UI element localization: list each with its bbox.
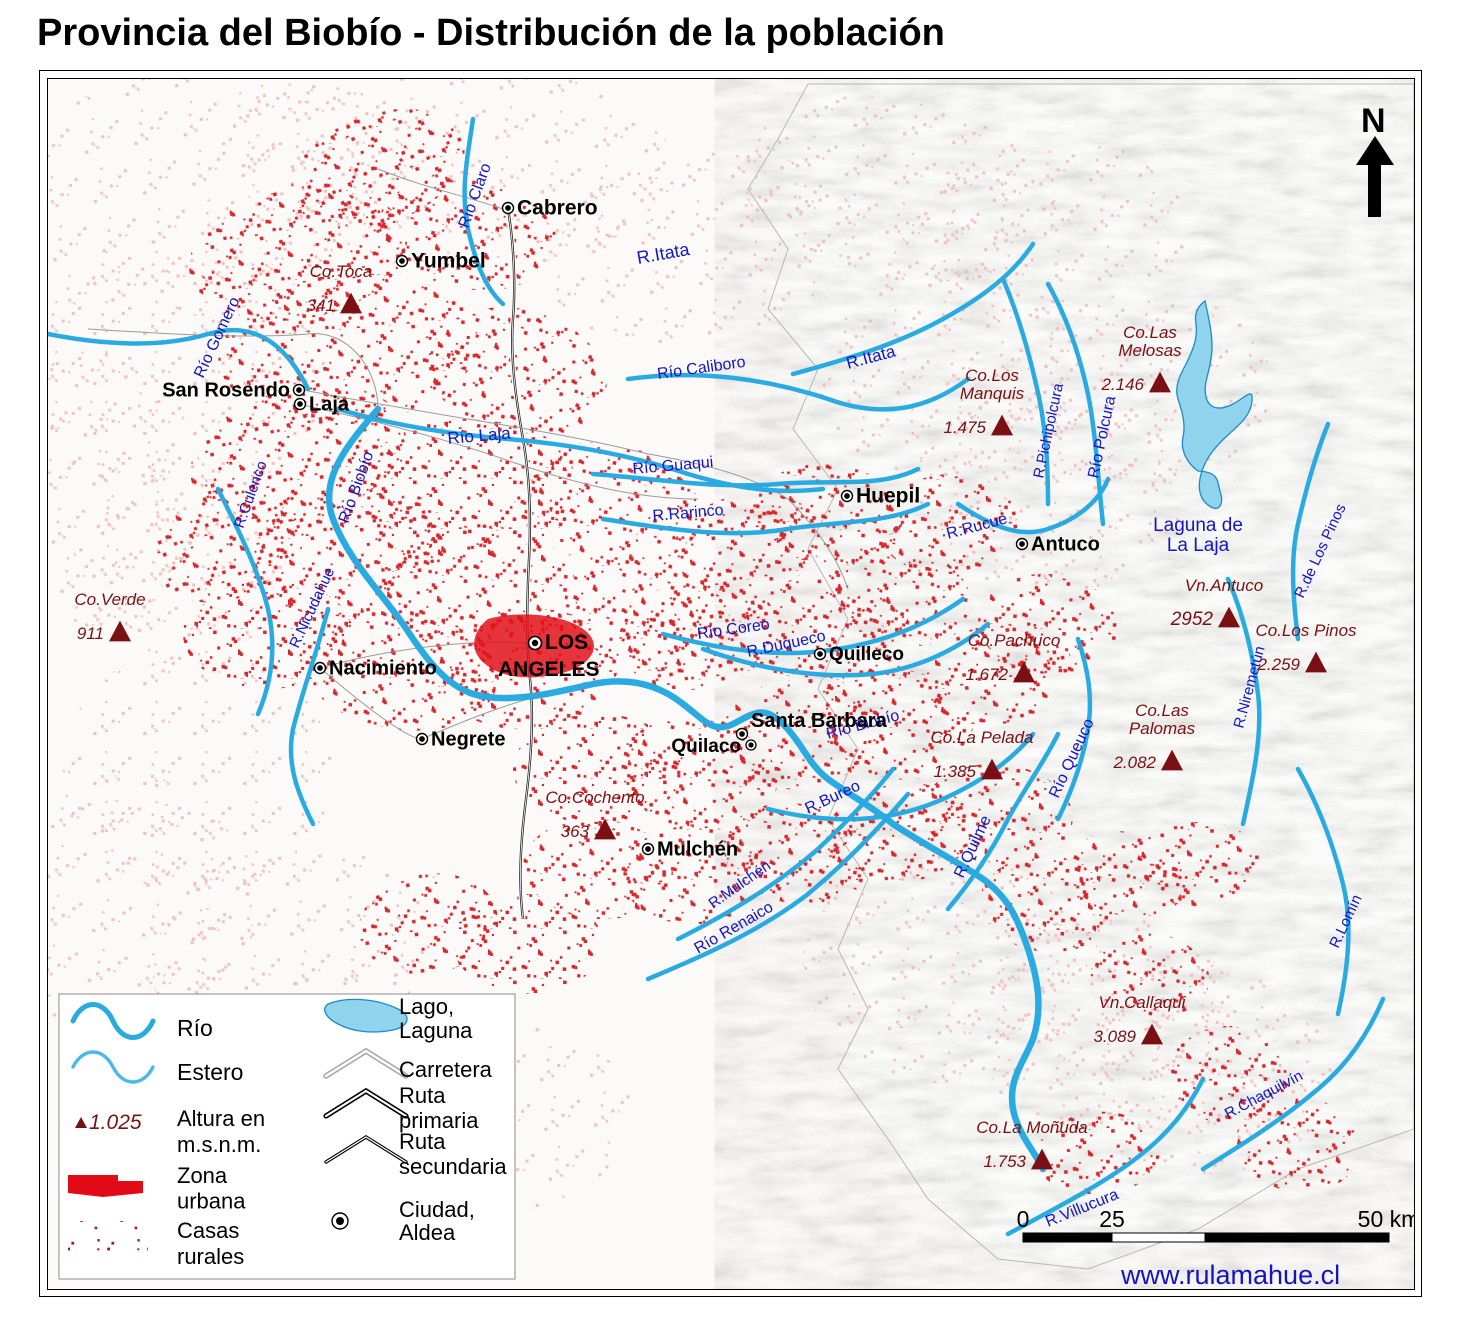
svg-text:Lago,: Lago, bbox=[399, 994, 454, 1019]
svg-text:Cabrero: Cabrero bbox=[517, 197, 598, 220]
svg-text:Ruta: Ruta bbox=[399, 1083, 446, 1108]
svg-text:Manquis: Manquis bbox=[960, 384, 1025, 403]
svg-text:2.259: 2.259 bbox=[1256, 655, 1300, 674]
svg-text:rurales: rurales bbox=[177, 1244, 244, 1269]
svg-text:Casas: Casas bbox=[177, 1218, 239, 1243]
svg-text:ANGELES: ANGELES bbox=[498, 658, 600, 681]
svg-text:Negrete: Negrete bbox=[431, 728, 505, 750]
svg-text:2.146: 2.146 bbox=[1100, 375, 1144, 394]
svg-text:Laja: Laja bbox=[309, 393, 350, 415]
svg-text:1.385: 1.385 bbox=[933, 762, 976, 781]
svg-text:Carretera: Carretera bbox=[399, 1057, 493, 1082]
svg-text:Yumbel: Yumbel bbox=[411, 250, 486, 273]
svg-text:341: 341 bbox=[307, 296, 335, 315]
svg-text:1.753: 1.753 bbox=[983, 1152, 1026, 1171]
svg-text:Co.Los: Co.Los bbox=[965, 366, 1019, 385]
svg-text:0: 0 bbox=[1017, 1206, 1030, 1232]
svg-text:Aldea: Aldea bbox=[399, 1220, 456, 1245]
svg-text:Ruta: Ruta bbox=[399, 1129, 446, 1154]
svg-text:Laguna de: Laguna de bbox=[1153, 515, 1243, 536]
svg-text:N: N bbox=[1361, 102, 1386, 140]
svg-text:Co.Las: Co.Las bbox=[1123, 323, 1177, 342]
svg-text:Altura en: Altura en bbox=[177, 1106, 265, 1131]
svg-text:secundaria: secundaria bbox=[399, 1154, 507, 1179]
svg-text:Huepil: Huepil bbox=[856, 485, 920, 508]
svg-text:Río: Río bbox=[177, 1015, 213, 1041]
svg-text:Antuco: Antuco bbox=[1031, 533, 1100, 555]
svg-text:Co.La Moñuda: Co.La Moñuda bbox=[976, 1118, 1088, 1137]
svg-text:Co.Cochento: Co.Cochento bbox=[545, 788, 644, 807]
svg-text:Mulchén: Mulchén bbox=[657, 838, 738, 860]
svg-text:1.475: 1.475 bbox=[943, 418, 986, 437]
svg-text:911: 911 bbox=[77, 624, 104, 643]
svg-text:Co.Pachuco: Co.Pachuco bbox=[968, 631, 1061, 650]
svg-text:2.082: 2.082 bbox=[1112, 753, 1156, 772]
svg-text:Zona: Zona bbox=[177, 1163, 228, 1188]
svg-text:1.672: 1.672 bbox=[965, 665, 1008, 684]
svg-text:LOS: LOS bbox=[545, 631, 588, 654]
svg-text:3.089: 3.089 bbox=[1093, 1027, 1136, 1046]
svg-text:Ciudad,: Ciudad, bbox=[399, 1197, 475, 1222]
svg-text:Co.Las: Co.Las bbox=[1135, 701, 1189, 720]
svg-text:www.rulamahue.cl: www.rulamahue.cl bbox=[1120, 1260, 1340, 1289]
svg-text:1.025: 1.025 bbox=[89, 1111, 142, 1134]
svg-text:50 km: 50 km bbox=[1358, 1206, 1414, 1232]
svg-text:363: 363 bbox=[561, 822, 590, 841]
svg-text:m.s.n.m.: m.s.n.m. bbox=[177, 1132, 261, 1157]
svg-text:Laguna: Laguna bbox=[399, 1018, 473, 1043]
svg-text:San Rosendo: San Rosendo bbox=[162, 379, 290, 401]
svg-text:Melosas: Melosas bbox=[1118, 341, 1182, 360]
svg-text:urbana: urbana bbox=[177, 1189, 246, 1214]
svg-text:Co.Toca: Co.Toca bbox=[310, 262, 373, 281]
svg-text:Co.La Pelada: Co.La Pelada bbox=[930, 728, 1033, 747]
svg-text:Co.Verde: Co.Verde bbox=[74, 590, 145, 609]
svg-text:Estero: Estero bbox=[177, 1059, 243, 1085]
svg-text:Vn.Antuco: Vn.Antuco bbox=[1185, 576, 1263, 595]
svg-text:2952: 2952 bbox=[1170, 609, 1214, 630]
svg-text:La Laja: La Laja bbox=[1167, 535, 1230, 556]
svg-text:Quilleco: Quilleco bbox=[829, 644, 904, 665]
svg-text:25: 25 bbox=[1099, 1206, 1125, 1232]
svg-text:Palomas: Palomas bbox=[1129, 719, 1196, 738]
svg-text:Vn.Callaqui: Vn.Callaqui bbox=[1099, 993, 1187, 1012]
svg-text:Quilaco: Quilaco bbox=[671, 736, 741, 757]
svg-text:Santa Barbara: Santa Barbara bbox=[751, 710, 887, 732]
svg-text:Co.Los Pinos: Co.Los Pinos bbox=[1255, 621, 1357, 640]
svg-text:Nacimiento: Nacimiento bbox=[329, 657, 437, 679]
